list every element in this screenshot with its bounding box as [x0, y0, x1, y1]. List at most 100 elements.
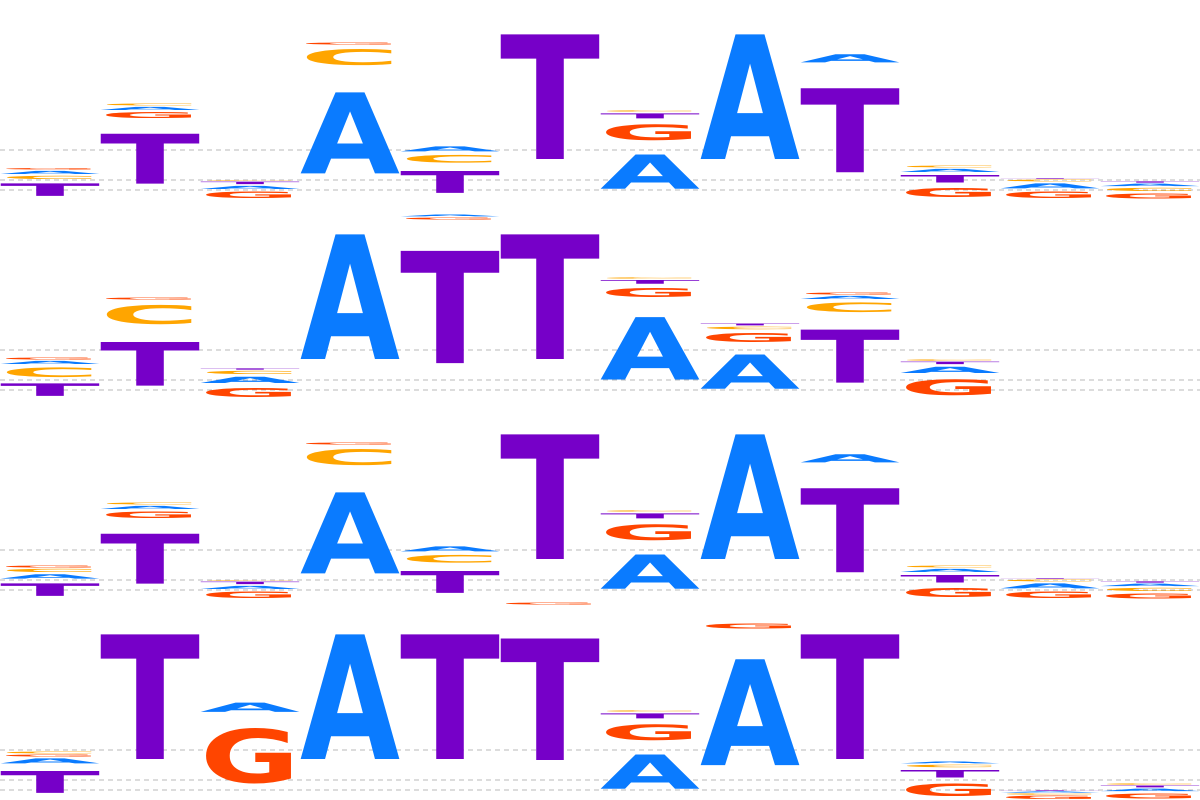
logo-letter-A: A: [1100, 583, 1200, 587]
logo-letter-C: C: [600, 277, 700, 279]
logo-letter-T: T: [100, 600, 200, 800]
logo-letter-A: A: [900, 365, 1000, 375]
logo-letter-A: A: [700, 631, 800, 800]
logo-letter-G: G: [600, 720, 700, 745]
logo-letter-G: G: [300, 442, 400, 445]
logo-letter-A: A: [300, 600, 400, 800]
logo-letter-G: G: [1100, 592, 1200, 600]
logo-letter-A: A: [700, 400, 800, 600]
logo-letter-T: T: [0, 765, 100, 800]
logo-letter-A: A: [0, 573, 100, 580]
logo-letter-G: G: [100, 111, 200, 120]
logo-letter-T: T: [600, 279, 700, 285]
logo-column: AG: [700, 622, 800, 800]
logo-letter-C: C: [300, 45, 400, 70]
gridlines-logo-4: [0, 749, 1200, 791]
logo-column: ACG: [300, 42, 400, 200]
logo-letter-C: C: [400, 553, 500, 565]
logo-letter-C: C: [1100, 783, 1200, 785]
logo-column: GA: [200, 700, 300, 800]
logo-letter-G: G: [900, 185, 1000, 200]
logo-letter-C: C: [900, 565, 1000, 568]
logo-letter-C: C: [0, 175, 100, 180]
logo-letter-T: T: [700, 323, 800, 326]
logo-letter-G: G: [900, 780, 1000, 800]
logo-letter-C: C: [900, 165, 1000, 168]
logo-column: A: [700, 400, 800, 600]
logo-letter-G: G: [600, 120, 700, 145]
logo-column: A: [700, 0, 800, 200]
logo-letter-A: A: [400, 214, 500, 217]
logo-letter-A: A: [700, 345, 800, 400]
logo-letter-G: G: [1000, 590, 1100, 600]
logo-letter-T: T: [1100, 785, 1200, 788]
logo-letter-G: G: [700, 330, 800, 345]
logo-letter-G: G: [500, 602, 600, 605]
logo-letter-A: A: [900, 761, 1000, 764]
logo-letter-A: A: [800, 52, 900, 65]
logo-letter-A: A: [1100, 788, 1200, 792]
logo-letter-T: T: [1000, 578, 1100, 579]
logo-letter-A: A: [400, 145, 500, 153]
logo-letter-T: T: [1100, 181, 1200, 183]
logo-letter-T: T: [200, 581, 300, 585]
logo-letter-T: T: [100, 120, 200, 200]
logo-letter-G: G: [200, 715, 300, 800]
logo-column: TG: [500, 602, 600, 800]
logo-letter-A: A: [1000, 791, 1100, 793]
logo-letter-C: C: [1100, 587, 1200, 592]
logo-letter-T: T: [900, 573, 1000, 585]
logo-letter-T: T: [800, 66, 900, 200]
logo-letter-C: C: [600, 110, 700, 112]
logo-letter-T: T: [0, 580, 100, 600]
logo-letter-A: A: [800, 295, 900, 300]
logo-letter-A: A: [600, 300, 700, 400]
logo-letter-T: T: [900, 361, 1000, 365]
logo-letter-A: A: [200, 585, 300, 590]
logo-letter-A: A: [0, 360, 100, 365]
logo-column: A: [300, 600, 400, 800]
logo-column: TA: [800, 52, 900, 200]
logo-letter-G: G: [200, 590, 300, 600]
logo-letter-C: C: [200, 580, 300, 581]
logo-letter-G: G: [400, 217, 500, 220]
logo-letter-G: G: [1000, 190, 1100, 200]
logo-letter-T: T: [900, 173, 1000, 185]
logo-letter-T: T: [900, 768, 1000, 780]
logo-letter-C: C: [1000, 579, 1100, 582]
logo-letter-G: G: [1100, 792, 1200, 800]
logo-letter-T: T: [200, 368, 300, 370]
logo-letter-G: G: [200, 385, 300, 400]
logo-letter-T: T: [100, 331, 200, 400]
logo-letter-G: G: [0, 754, 100, 757]
logo-letter-A: A: [700, 0, 800, 200]
logo-letter-G: G: [800, 292, 900, 295]
logo-letter-G: G: [700, 622, 800, 630]
logo-letter-G: G: [1000, 795, 1100, 800]
logo-letter-T: T: [600, 512, 700, 520]
logo-letter-T: T: [1000, 790, 1100, 791]
logo-letter-C: C: [100, 103, 200, 106]
logo-letter-C: C: [0, 365, 100, 380]
logo-column: ACG: [300, 442, 400, 600]
logo-letter-T: T: [600, 712, 700, 720]
logo-letter-A: A: [600, 545, 700, 600]
logo-letter-C: C: [800, 300, 900, 315]
logo-letter-T: T: [400, 165, 500, 200]
logo-letter-T: T: [800, 316, 900, 400]
logo-letter-C: C: [0, 568, 100, 573]
logo-letter-T: T: [400, 222, 500, 400]
